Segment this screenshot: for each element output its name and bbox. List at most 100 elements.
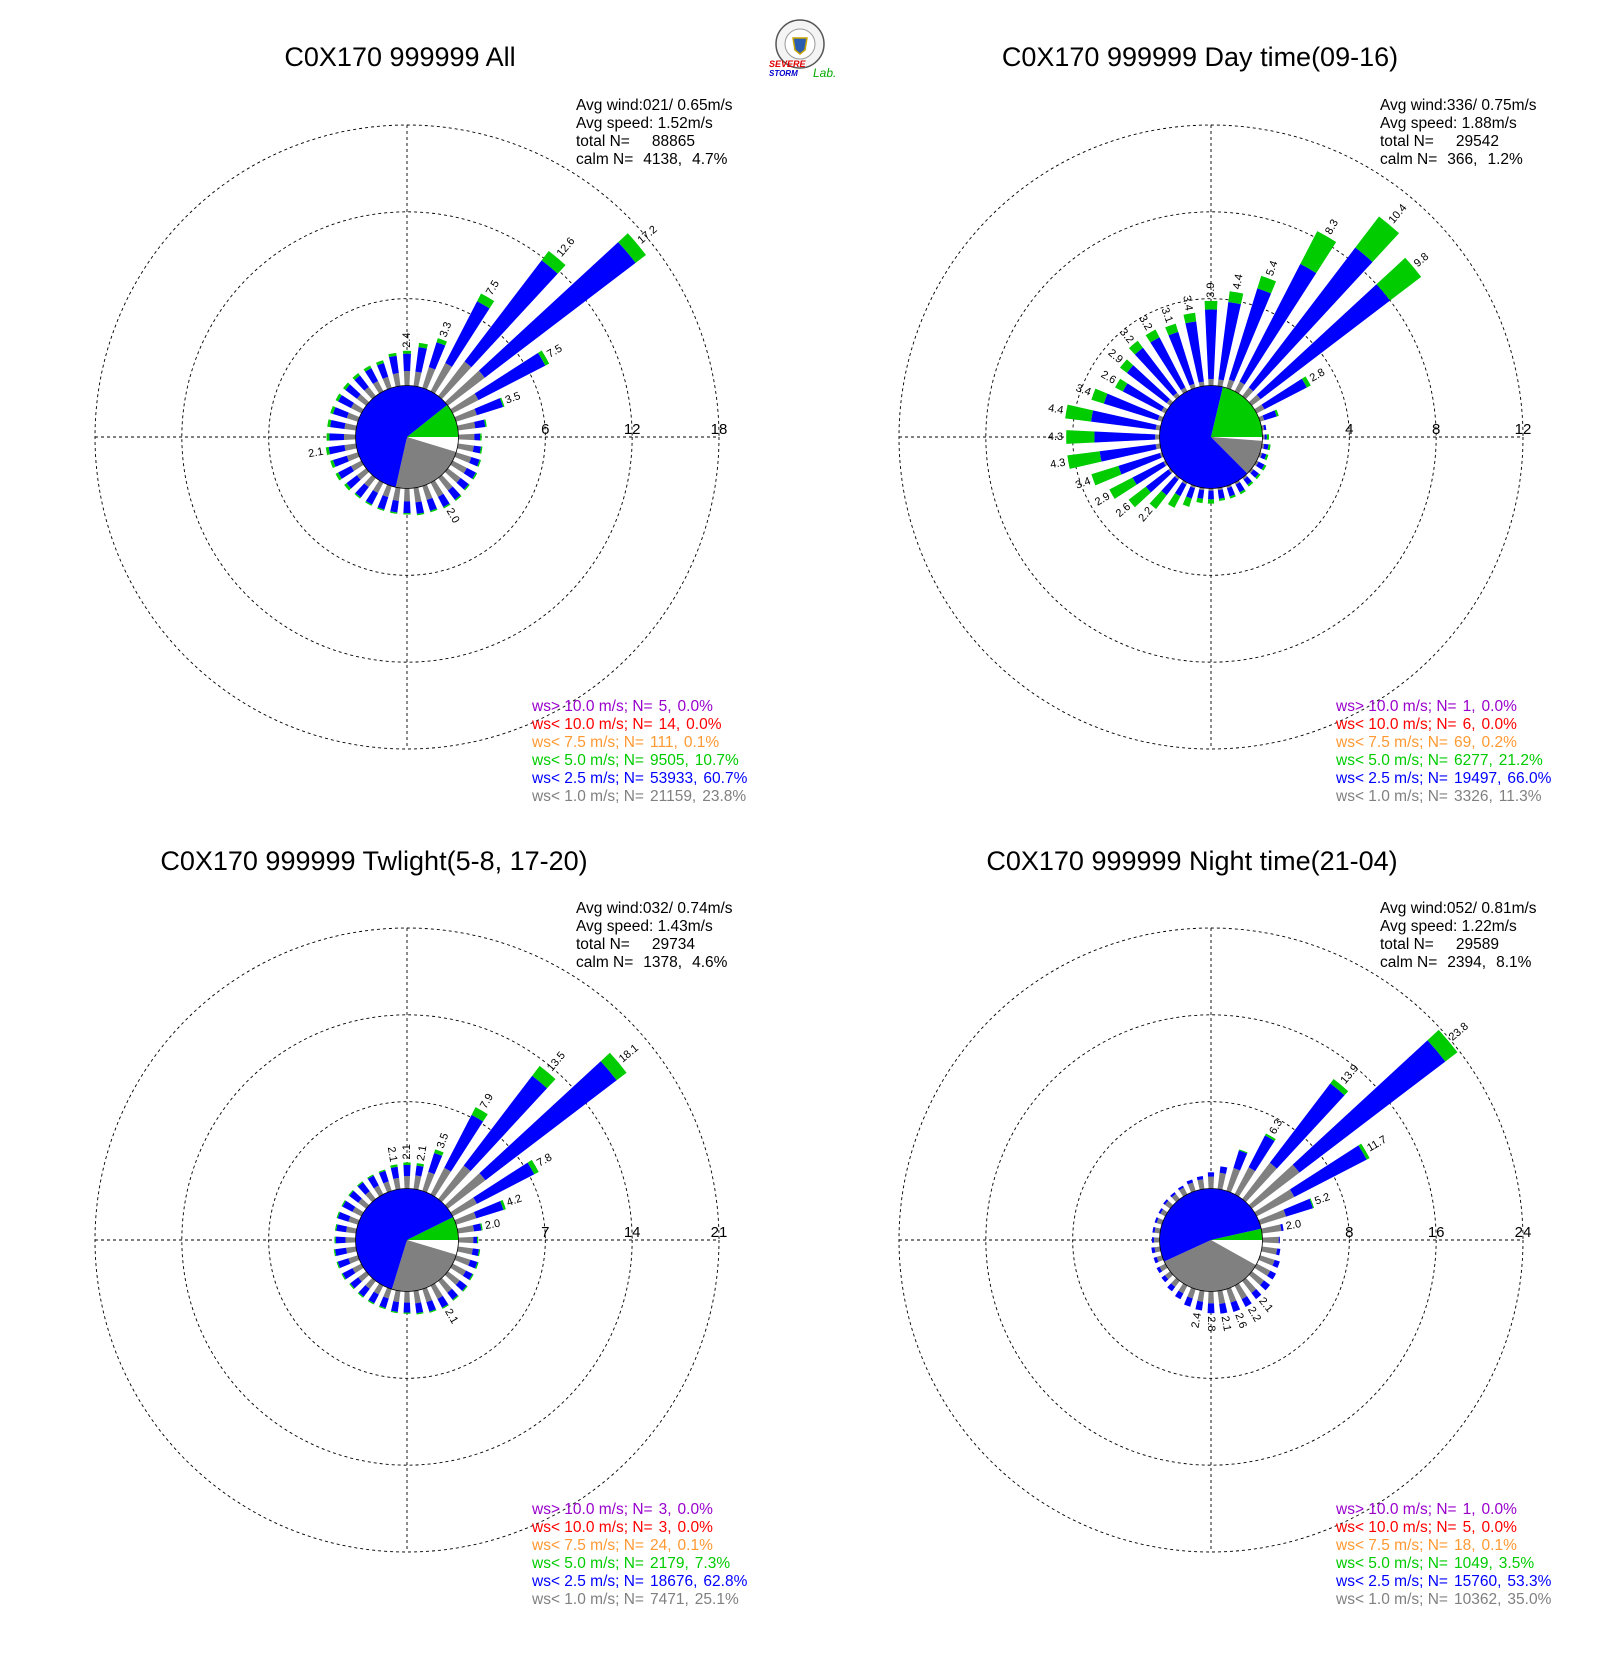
wind-bar-segment-lt25 <box>1263 424 1267 431</box>
wind-bar-segment-lt25 <box>345 384 361 399</box>
wind-bar-segment-lt25 <box>472 445 482 454</box>
wind-bar-segment-lt5 <box>335 472 342 481</box>
wind-bar-segment-lt1 <box>1242 387 1254 400</box>
wind-bar-segment-lt1 <box>1254 404 1265 414</box>
wind-bar-segment-lt1 <box>373 1283 384 1295</box>
wind-bar-segment-lt5 <box>434 1149 444 1156</box>
wind-bar-segment-lt1 <box>444 1271 460 1286</box>
wind-bar-segment-lt1 <box>450 460 467 474</box>
wind-bar-segment-lt1 <box>352 1206 364 1217</box>
wind-bar-segment-lt25 <box>468 1259 478 1269</box>
wind-bar-segment-lt5 <box>389 511 398 514</box>
wind-bar-segment-lt5 <box>1115 378 1128 392</box>
wind-bar-segment-lt1 <box>403 1176 411 1189</box>
wind-bar-segment-lt25 <box>426 497 437 512</box>
pie-slice-calm <box>407 1240 459 1255</box>
wind-bar-segment-lt5 <box>335 393 342 402</box>
wind-bar-segment-lt25 <box>1204 309 1218 380</box>
wind-bar-segment-lt5 <box>326 433 330 441</box>
wind-bar-segment-lt5 <box>378 1305 386 1310</box>
wind-bar-segment-lt1 <box>1179 1187 1188 1197</box>
wind-bar-segment-lt5 <box>1091 465 1122 486</box>
wind-bar-segment-lt1 <box>358 1271 370 1282</box>
wind-bar-segment-lt25 <box>379 1296 389 1309</box>
bar-label: 4.4 <box>1047 402 1064 416</box>
wind-bar-segment-lt5 <box>357 1292 364 1298</box>
wind-bar-segment-lt1 <box>1187 1182 1196 1193</box>
wind-bar-segment-lt25 <box>1241 1296 1252 1307</box>
wind-bar-segment-lt1 <box>383 1287 392 1299</box>
wind-bar-segment-lt25 <box>1174 1290 1184 1300</box>
wind-bar-segment-lt1 <box>438 1165 471 1203</box>
wind-bar-segment-lt25 <box>462 1270 473 1280</box>
wind-bar-segment-lt25 <box>415 501 425 514</box>
wind-bar-segment-lt25 <box>337 1258 351 1269</box>
speed-legend: ws> 10.0 m/s; N= 3, 0.0%ws< 10.0 m/s; N= 3,… <box>531 1501 748 1608</box>
wind-bar-segment-lt25 <box>1272 1259 1280 1268</box>
legend-entry: ws< 10.0 m/s; N= 3, 0.0% <box>531 1519 713 1536</box>
wind-bar-segment-lt5 <box>333 1249 337 1257</box>
wind-bar-segment-lt1 <box>1254 460 1259 466</box>
wind-bar-segment-lt25 <box>377 362 389 379</box>
wind-bar-segment-lt1 <box>1262 1236 1279 1244</box>
wind-bar-segment-lt1 <box>1155 434 1160 440</box>
wind-bar-segment-lt1 <box>1217 379 1224 387</box>
wind-bar-segment-lt25 <box>1197 489 1205 499</box>
wind-bar-segment-lt5 <box>388 352 397 358</box>
wind-bar-segment-lt5 <box>1207 499 1215 504</box>
chart-title: C0X170 999999 Day time(09-16) <box>1002 42 1398 72</box>
ring-labels: 4 8 12 <box>1345 421 1531 438</box>
bar-label: 4.3 <box>1049 457 1066 471</box>
wind-bar-segment-lt25 <box>1184 1296 1193 1307</box>
wind-bar-segment-lt5 <box>377 507 385 512</box>
wind-bar-segment-lt1 <box>1248 1271 1265 1286</box>
bar-label: 4.4 <box>1231 273 1245 290</box>
center-pie <box>355 385 459 489</box>
wind-bar-segment-lt1 <box>346 1246 357 1254</box>
wind-bar-segment-lt1 <box>1248 1164 1300 1209</box>
wind-bar-segment-lt25 <box>1177 1185 1184 1191</box>
pie-slice-calm <box>1211 1240 1263 1266</box>
wind-bar-segment-lt1 <box>438 474 453 491</box>
wind-bar-segment-lt25 <box>474 398 504 416</box>
wind-bar-segment-lt25 <box>415 1302 424 1314</box>
wind-bar-segment-lt1 <box>1187 1287 1196 1299</box>
wind-rose-panel-day-time: 4.45.48.310.49.82.82.22.62.93.44.34.34.4… <box>898 42 1552 805</box>
wind-bar-segment-lt5 <box>499 397 505 408</box>
wind-bar-segment-lt1 <box>1156 1255 1164 1262</box>
wind-bar-segment-lt5 <box>1267 444 1271 451</box>
wind-bar-segment-lt25 <box>1195 1300 1204 1311</box>
wind-bar-segment-lt5 <box>1067 451 1102 469</box>
wind-bar-segment-lt1 <box>457 421 476 431</box>
wind-bar-segment-lt1 <box>1226 1168 1241 1193</box>
wind-bar-segment-lt25 <box>1153 1256 1159 1264</box>
wind-bar-segment-lt5 <box>527 1159 539 1175</box>
calm-n-stat: calm N= 4138, 4.7% <box>576 151 728 168</box>
wind-bar-segment-lt25 <box>1264 434 1267 440</box>
wind-bar-segment-lt5 <box>330 405 336 414</box>
wind-bar-segment-lt25 <box>463 467 476 479</box>
wind-bar-segment-lt25 <box>455 1280 467 1291</box>
wind-bar-segment-lt25 <box>1217 489 1225 499</box>
legend-entry: ws< 7.5 m/s; N= 69, 0.2% <box>1335 734 1517 751</box>
wind-bar-segment-lt5 <box>1427 1029 1458 1062</box>
wind-bar-segment-lt25 <box>365 490 379 505</box>
wind-bar-segment-lt25 <box>389 355 399 375</box>
wind-bar-segment-lt25 <box>1122 383 1165 412</box>
wind-bar-segment-lt5 <box>325 447 330 455</box>
wind-bar-segment-lt5 <box>1091 388 1108 404</box>
wind-bar-segment-lt1 <box>450 1197 477 1217</box>
wind-bar-segment-lt25 <box>378 1170 389 1184</box>
avg-wind-stat: Avg wind:052/ 0.81m/s <box>1380 900 1537 917</box>
wind-bar-segment-lt1 <box>393 1290 401 1303</box>
wind-bar-segment-lt1 <box>350 460 364 472</box>
wind-bar-segment-lt25 <box>1161 476 1179 496</box>
wind-bar-segment-lt5 <box>471 1107 488 1122</box>
wind-bar-segment-lt25 <box>472 1223 482 1232</box>
bar-label: 2.1 <box>1219 1315 1233 1332</box>
avg-speed-stat: Avg speed: 1.43m/s <box>576 918 713 935</box>
pie-slice-calm <box>407 437 459 452</box>
wind-bar-segment-lt1 <box>1154 1246 1161 1253</box>
wind-bar-segment-lt5 <box>375 360 384 366</box>
wind-bar-segment-lt25 <box>1132 461 1166 485</box>
